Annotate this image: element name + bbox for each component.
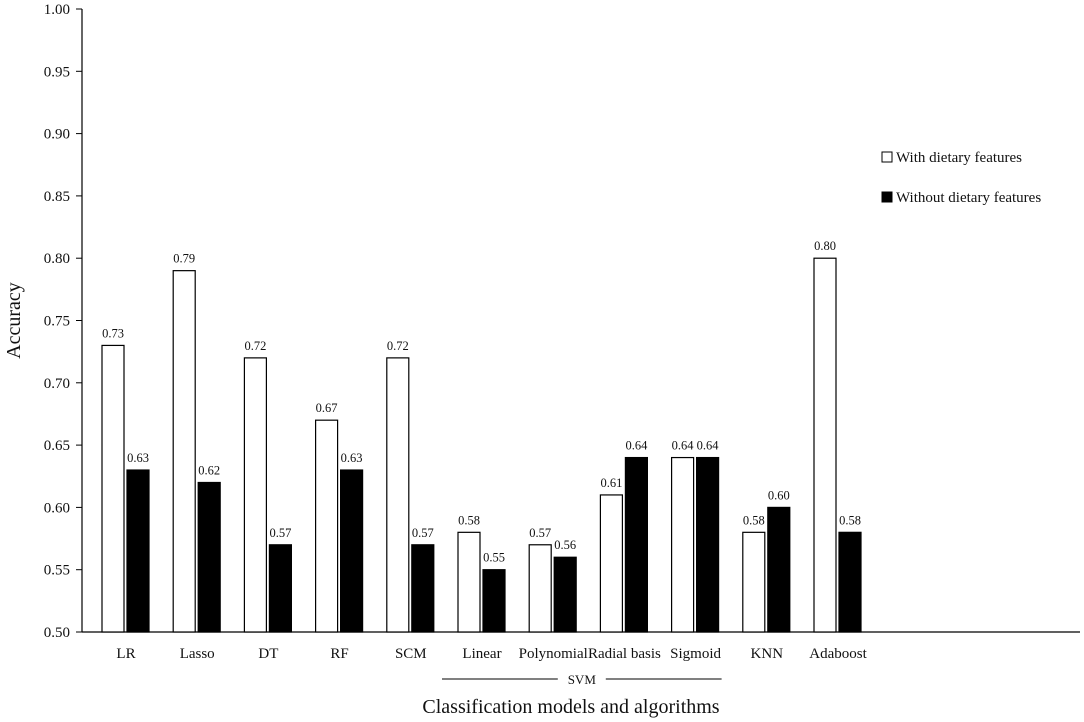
bar (599, 494, 624, 633)
bar (243, 357, 267, 633)
x-category-label: SCM (395, 646, 427, 662)
x-category-label: Radial basis (588, 646, 661, 662)
x-category-label: Polynomial (519, 646, 588, 662)
y-tick-label: 0.95 (44, 64, 70, 80)
data-label: 0.73 (102, 326, 124, 340)
y-tick-label: 0.55 (44, 563, 70, 579)
y-tick-label: 0.50 (44, 625, 70, 641)
bar (197, 481, 221, 633)
data-label: 0.64 (697, 439, 720, 453)
bar (813, 257, 837, 633)
data-label: 0.58 (743, 513, 765, 527)
data-label: 0.55 (483, 551, 505, 565)
bar (172, 270, 196, 633)
bar (315, 419, 339, 633)
y-tick-label: 0.70 (44, 376, 70, 392)
data-label: 0.63 (341, 451, 363, 465)
data-label: 0.63 (127, 451, 149, 465)
data-label: 0.58 (458, 513, 480, 527)
data-label: 0.64 (672, 439, 695, 453)
data-label: 0.79 (173, 252, 195, 266)
data-label: 0.72 (387, 339, 409, 353)
y-tick-label: 0.75 (44, 314, 70, 330)
data-label: 0.58 (839, 513, 861, 527)
x-axis-title: Classification models and algorithms (422, 696, 719, 718)
bar (340, 469, 364, 633)
x-category-label: RF (330, 646, 348, 662)
data-label: 0.57 (529, 526, 551, 540)
y-tick-label: 0.60 (44, 500, 70, 516)
data-label: 0.64 (625, 439, 648, 453)
bar (670, 456, 695, 633)
y-tick-label: 0.80 (44, 251, 70, 267)
legend-swatch (881, 151, 893, 163)
data-label: 0.72 (244, 339, 266, 353)
data-label: 0.61 (600, 476, 622, 490)
bars: 0.73 0.79 0.72 0.67 0.72 0.58 0.57 0.61 0.64 0.58… (101, 239, 862, 633)
data-label: 0.57 (269, 526, 291, 540)
data-label: 0.56 (554, 538, 576, 552)
bar (411, 544, 435, 633)
x-category-label: Linear (462, 646, 501, 662)
x-category-label: Adaboost (809, 646, 867, 662)
y-tick-label: 0.85 (44, 189, 70, 205)
group-label: SVM (568, 672, 597, 687)
bar (126, 469, 150, 633)
bar (767, 506, 791, 633)
data-label: 0.57 (412, 526, 434, 540)
x-category-label: Lasso (180, 646, 215, 662)
data-label: 0.80 (814, 239, 836, 253)
x-axis-labels: LR Lasso DT RF SCM Linear Polynomial Radial bas… (116, 646, 867, 662)
y-tick-label: 0.65 (44, 438, 70, 454)
y-tick-label: 0.90 (44, 127, 70, 143)
bar (268, 544, 292, 633)
y-tick-label: 1.00 (44, 2, 70, 18)
x-category-label: LR (116, 646, 135, 662)
legend-swatch (881, 191, 893, 203)
x-category-label: DT (258, 646, 278, 662)
svm-group-bracket: SVM (442, 672, 722, 687)
bar (838, 531, 862, 633)
data-label: 0.67 (316, 401, 338, 415)
data-label: 0.62 (198, 463, 220, 477)
bar (101, 344, 125, 633)
x-category-label: KNN (751, 646, 784, 662)
y-axis-title: Accuracy (3, 282, 25, 359)
bar (386, 357, 410, 633)
bar (742, 531, 766, 633)
legend-label: Without dietary features (896, 190, 1041, 206)
bar (482, 569, 506, 633)
bar (457, 531, 481, 633)
x-category-label: Sigmoid (670, 646, 721, 662)
bar (695, 456, 720, 633)
bar (528, 544, 552, 633)
bar (553, 556, 577, 633)
bar (624, 456, 649, 633)
data-label: 0.60 (768, 488, 790, 502)
legend: With dietary features Without dietary fea… (881, 150, 1041, 206)
legend-label: With dietary features (896, 150, 1022, 166)
